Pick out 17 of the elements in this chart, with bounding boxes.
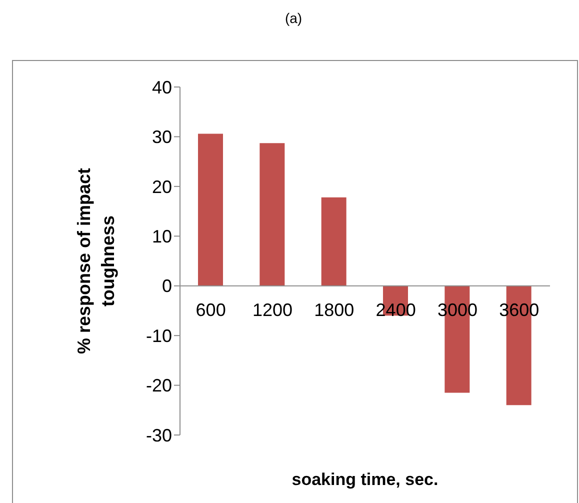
x-tick-label: 600	[196, 300, 226, 320]
x-tick-label: 1800	[314, 300, 354, 320]
y-tick-label: 20	[152, 176, 172, 197]
y-tick-label: 40	[152, 77, 172, 98]
y-tick-label: -30	[146, 425, 172, 446]
x-tick-label: 1200	[252, 300, 293, 320]
bar	[260, 143, 285, 286]
y-tick-label: -10	[146, 326, 172, 346]
y-tick-label: 10	[152, 226, 172, 247]
y-tick-label: 0	[162, 276, 172, 296]
y-tick-label: 30	[152, 127, 172, 148]
x-axis-title: soaking time, sec.	[292, 470, 438, 489]
y-axis-title: % response of impact toughness	[74, 168, 118, 354]
bar	[321, 197, 346, 286]
bar	[198, 134, 223, 286]
y-tick-label: -20	[146, 376, 172, 396]
chart-title: (a)	[284, 10, 304, 26]
